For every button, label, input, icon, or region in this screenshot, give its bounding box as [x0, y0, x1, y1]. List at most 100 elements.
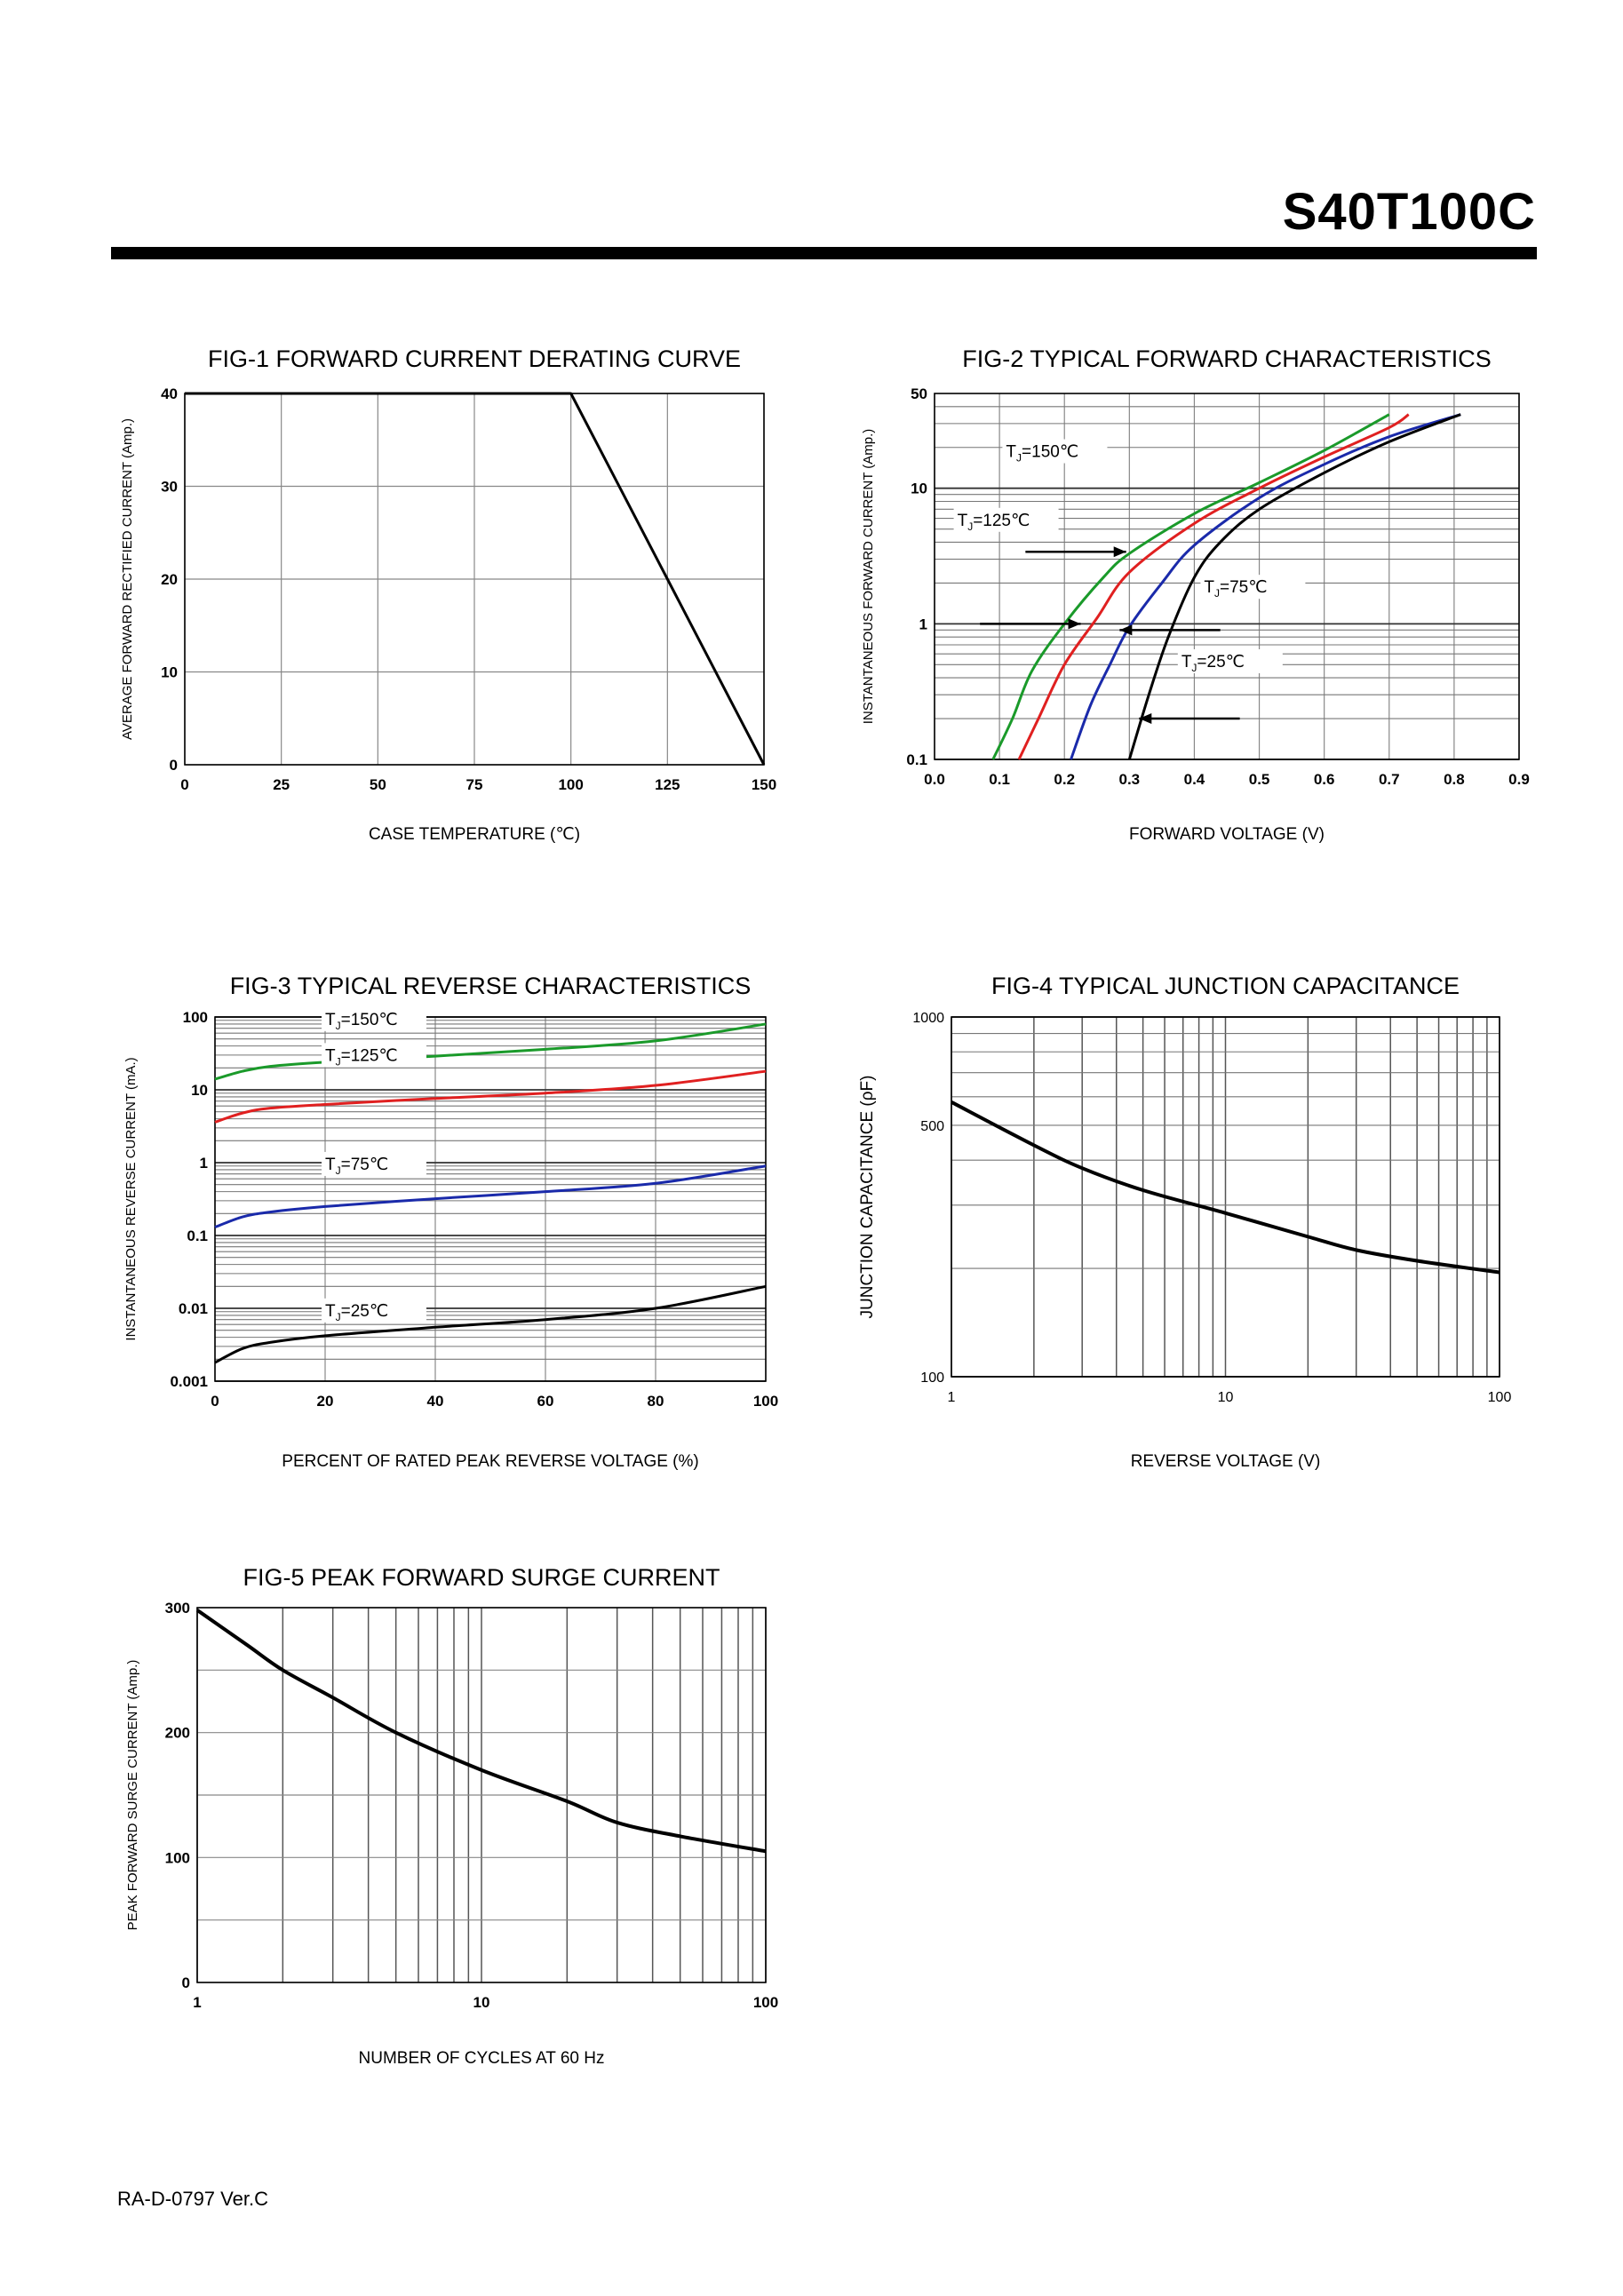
- fig4-xtick-label: 100: [1488, 1390, 1512, 1405]
- fig1-grid: [184, 393, 765, 766]
- fig3-series-line-3: [214, 1164, 767, 1229]
- fig3-xtick-label: 60: [537, 1393, 554, 1410]
- fig4-ytick-label: 100: [920, 1370, 944, 1386]
- fig2-series-label-1: TJ=150℃: [1006, 443, 1078, 465]
- fig4-xtick-label: 10: [1218, 1390, 1234, 1405]
- fig2-series-label-4: TJ=25℃: [1181, 653, 1245, 674]
- fig3-series-label-bg: [322, 1151, 426, 1176]
- fig1-ylabel: AVERAGE FORWARD RECTIFIED CURRENT (Amp.): [120, 418, 135, 740]
- revision-footer: RA-D-0797 Ver.C: [117, 2188, 268, 2210]
- fig2-ytick-label: 10: [911, 481, 927, 497]
- fig5-xtick-label: 1: [193, 1994, 201, 2011]
- fig2-series-label-bg: [1200, 575, 1306, 600]
- fig3-ylabel: INSTANTANEOUS REVERSE CURRENT (mA.): [123, 1057, 139, 1340]
- fig1-ytick-label: 0: [170, 757, 178, 774]
- fig2-xtick-label: 0.4: [1184, 771, 1205, 788]
- fig2-series-label-bg: [1002, 439, 1108, 464]
- fig3-series-label-bg: [322, 1298, 426, 1323]
- fig3-series-label-1: TJ=150℃: [325, 1011, 398, 1032]
- fig5-series-line-1: [195, 1609, 767, 1854]
- fig2-ytick-label: 0.1: [906, 751, 927, 768]
- fig2-xtick-label: 0.3: [1119, 771, 1141, 788]
- fig2-xtick-label: 0.1: [989, 771, 1010, 788]
- fig3-series-line-4: [214, 1284, 767, 1364]
- fig2-ylabel: INSTANTANEOUS FORWARD CURRENT (Amp.): [861, 429, 876, 725]
- fig3-xtick-label: 0: [211, 1393, 219, 1410]
- fig3-ytick-label: 0.1: [187, 1227, 208, 1244]
- fig2-xtick-label: 0.7: [1379, 771, 1400, 788]
- fig2-xtick-label: 0.5: [1249, 771, 1270, 788]
- fig5-ytick-label: 300: [165, 1600, 190, 1617]
- header-divider-bar: [111, 247, 1537, 259]
- fig1-xtick-label: 150: [752, 776, 776, 793]
- fig2-forward-characteristics-chart: FIG-2 TYPICAL FORWARD CHARACTERISTICS 0.0…: [861, 346, 1530, 844]
- fig5-surge-current-chart: FIG-5 PEAK FORWARD SURGE CURRENT 1 10 100 0 1…: [125, 1564, 778, 2068]
- fig2-title: FIG-2 TYPICAL FORWARD CHARACTERISTICS: [962, 346, 1492, 372]
- fig2-series-arrowhead-3: [1119, 624, 1133, 636]
- fig1-xtick-label: 100: [558, 776, 583, 793]
- fig4-xtick-label: 1: [948, 1390, 956, 1405]
- fig5-plot-frame: [196, 1607, 767, 1983]
- fig2-series-arrowhead-2: [1068, 618, 1081, 630]
- fig2-plot-frame: [934, 393, 1520, 760]
- fig2-xtick-label: 0.0: [924, 771, 945, 788]
- fig4-ytick-label: 500: [920, 1119, 944, 1134]
- fig3-reverse-characteristics-chart: FIG-3 TYPICAL REVERSE CHARACTERISTICS 0 20…: [123, 973, 778, 1471]
- fig2-series-label-bg: [1177, 649, 1283, 674]
- fig1-xtick-label: 125: [655, 776, 680, 793]
- fig5-title: FIG-5 PEAK FORWARD SURGE CURRENT: [243, 1564, 720, 1591]
- fig3-ytick-label: 10: [191, 1082, 208, 1099]
- fig3-plot-frame: [214, 1016, 767, 1382]
- fig2-series-label-3: TJ=75℃: [1204, 578, 1267, 600]
- fig3-series-label-2: TJ=125℃: [325, 1046, 398, 1068]
- fig3-ytick-label: 100: [183, 1009, 208, 1026]
- fig5-xtick-label: 100: [753, 1994, 778, 2011]
- fig1-ytick-label: 40: [161, 385, 178, 402]
- fig1-xtick-label: 0: [180, 776, 188, 793]
- fig3-series-line-1: [214, 1022, 767, 1081]
- fig2-series-label-2: TJ=125℃: [958, 512, 1030, 533]
- fig1-xlabel: CASE TEMPERATURE (℃): [369, 825, 580, 844]
- fig5-grid: [196, 1607, 767, 1983]
- fig3-series-label-bg: [322, 1006, 426, 1031]
- fig2-series-label-bg: [953, 507, 1059, 532]
- fig1-xtick-label: 25: [273, 776, 290, 793]
- fig3-series-label-4: TJ=25℃: [325, 1302, 388, 1323]
- fig4-grid: [951, 1016, 1500, 1378]
- fig4-xlabel: REVERSE VOLTAGE (V): [1131, 1452, 1321, 1471]
- fig2-series-line-2: [1017, 413, 1410, 760]
- fig2-xtick-label: 0.6: [1314, 771, 1335, 788]
- fig5-xlabel: NUMBER OF CYCLES AT 60 Hz: [359, 2049, 605, 2068]
- fig1-ytick-label: 30: [161, 479, 178, 496]
- fig1-ytick-label: 20: [161, 571, 178, 588]
- fig5-ytick-label: 200: [165, 1725, 190, 1742]
- fig5-ytick-label: 0: [182, 1974, 190, 1991]
- fig2-series-line-1: [991, 413, 1390, 760]
- fig1-title: FIG-1 FORWARD CURRENT DERATING CURVE: [208, 346, 741, 372]
- fig3-series-label-3: TJ=75℃: [325, 1156, 388, 1177]
- fig2-ytick-label: 50: [911, 385, 927, 402]
- part-number-title: S40T100C: [1282, 183, 1536, 241]
- fig1-xtick-label: 50: [370, 776, 386, 793]
- fig2-xtick-label: 0.8: [1444, 771, 1465, 788]
- fig3-ytick-label: 0.01: [179, 1300, 208, 1317]
- fig3-ytick-label: 0.001: [170, 1373, 208, 1390]
- fig4-title: FIG-4 TYPICAL JUNCTION CAPACITANCE: [991, 973, 1460, 999]
- fig4-series-line-1: [951, 1100, 1500, 1275]
- fig2-series-line-3: [1070, 413, 1461, 760]
- fig2-series-line-4: [1127, 413, 1461, 760]
- fig3-xtick-label: 80: [648, 1393, 664, 1410]
- fig2-xlabel: FORWARD VOLTAGE (V): [1129, 825, 1325, 844]
- fig1-xtick-label: 75: [466, 776, 483, 793]
- fig3-xtick-label: 100: [753, 1393, 778, 1410]
- fig5-xtick-label: 10: [473, 1994, 490, 2011]
- fig3-xtick-label: 40: [427, 1393, 444, 1410]
- fig3-ytick-label: 1: [200, 1155, 208, 1172]
- fig5-ytick-label: 100: [165, 1849, 190, 1866]
- fig4-ylabel: JUNCTION CAPACITANCE (ρF): [858, 1076, 877, 1319]
- fig3-xlabel: PERCENT OF RATED PEAK REVERSE VOLTAGE (%…: [282, 1452, 698, 1471]
- fig1-ytick-label: 10: [161, 664, 178, 681]
- fig3-series-label-bg: [322, 1043, 426, 1068]
- fig4-plot-frame: [951, 1016, 1500, 1378]
- fig3-series-line-2: [214, 1069, 767, 1124]
